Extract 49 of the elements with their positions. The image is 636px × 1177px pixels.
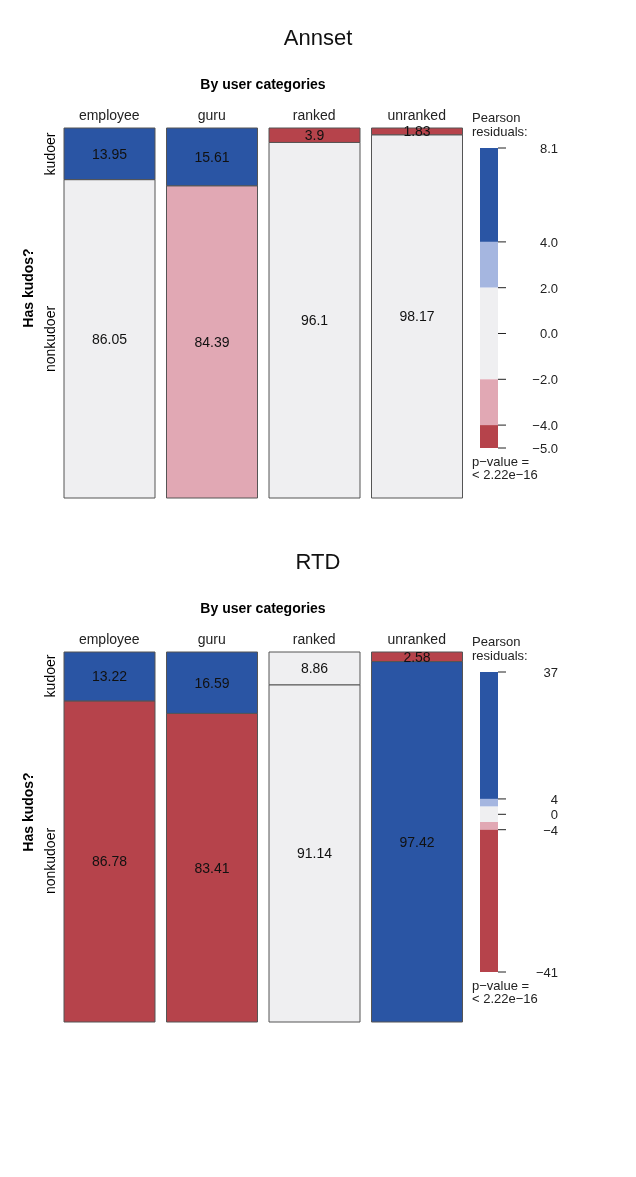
color-bar-label: −4 xyxy=(543,822,558,838)
text: nonkudoer xyxy=(42,828,58,895)
color-bar-label: −2.0 xyxy=(532,372,558,388)
color-bar-label: −5.0 xyxy=(532,441,558,456)
data-label: 2.58 xyxy=(403,648,431,665)
color-bar-label: 8.1 xyxy=(539,141,558,156)
color-bar-label: 37 xyxy=(543,665,558,680)
color-bar-title: Pearson residuals: xyxy=(472,634,528,663)
data-label: 13.95 xyxy=(91,145,128,162)
color-bar-label: 4.0 xyxy=(539,234,558,250)
x-axis-title: By user categories xyxy=(199,76,327,92)
x-tick-label: unranked xyxy=(387,631,446,647)
text: kudoer xyxy=(42,132,58,176)
data-label: 16.59 xyxy=(194,674,230,691)
x-tick-label: guru xyxy=(197,107,226,123)
data-label: 84.39 xyxy=(194,333,230,350)
text: p−value = < 2.22e−16 xyxy=(472,454,538,482)
data-label: 97.42 xyxy=(399,833,435,850)
data-label: 83.41 xyxy=(194,859,230,876)
text: nonkudoer xyxy=(42,305,58,372)
data-label: 98.17 xyxy=(399,308,435,325)
color-bar-label: −41 xyxy=(535,965,558,980)
data-label: 86.78 xyxy=(91,853,128,870)
data-label: 8.86 xyxy=(300,660,329,677)
x-tick-label: unranked xyxy=(387,107,446,123)
text: p−value = < 2.22e−16 xyxy=(472,978,538,1006)
data-label: 3.9 xyxy=(304,127,325,144)
x-tick-label: employee xyxy=(78,107,140,123)
data-label: 96.1 xyxy=(300,312,329,329)
data-label: 86.05 xyxy=(91,330,128,347)
y-axis-title: Has kudos? xyxy=(20,772,36,852)
y-axis-title: Has kudos? xyxy=(20,248,36,328)
chart-title: Annset xyxy=(282,24,354,52)
x-tick-label: ranked xyxy=(292,631,336,647)
x-tick-label: ranked xyxy=(292,107,336,123)
x-tick-label: employee xyxy=(78,631,140,647)
color-bar-label: 4 xyxy=(550,791,558,807)
color-bar-label: −4.0 xyxy=(532,418,558,434)
color-bar-label: 0 xyxy=(550,807,558,823)
x-axis-title: By user categories xyxy=(199,600,327,616)
data-label: 15.61 xyxy=(194,148,230,165)
color-bar-label: 2.0 xyxy=(539,280,558,296)
data-label: 13.22 xyxy=(91,668,128,685)
text: kudoer xyxy=(42,655,58,698)
color-bar-title: Pearson residuals: xyxy=(472,110,528,139)
color-bar-label: 0.0 xyxy=(539,326,558,342)
x-tick-label: guru xyxy=(197,631,226,647)
chart-title: RTD xyxy=(294,548,342,576)
data-label: 91.14 xyxy=(296,845,333,862)
